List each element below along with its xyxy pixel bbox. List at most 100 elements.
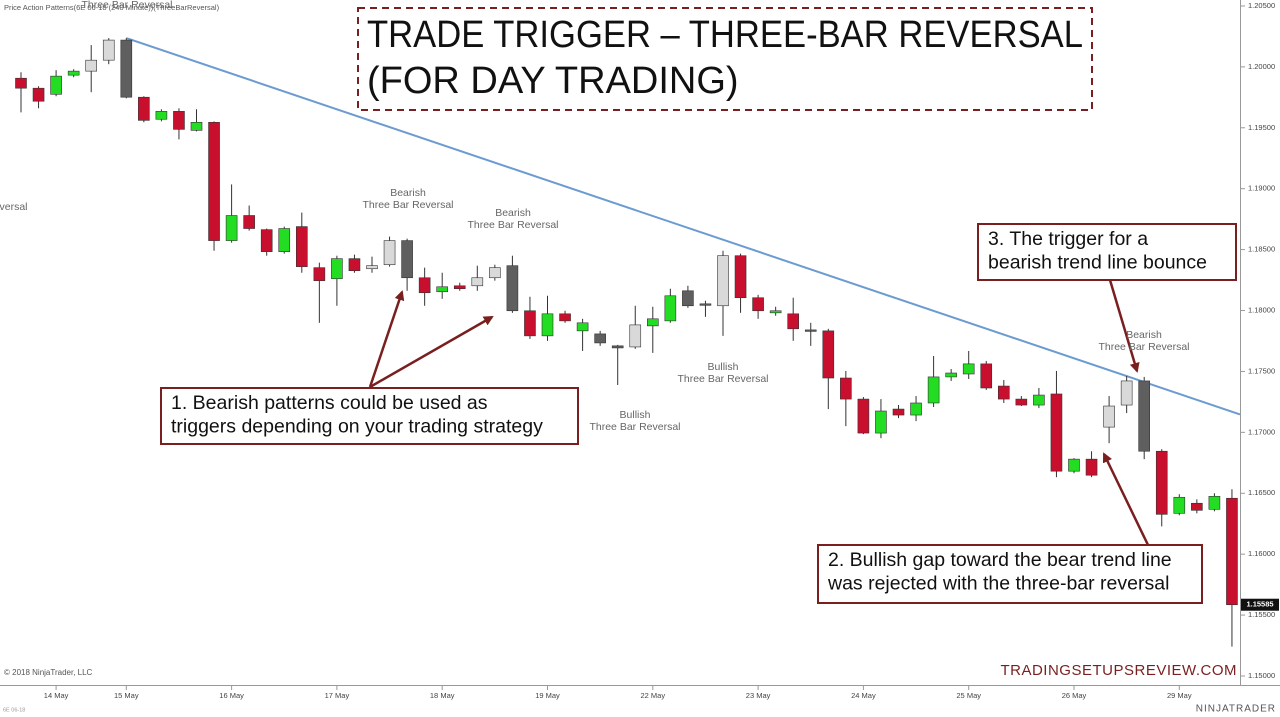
candle — [822, 328, 835, 410]
candle — [489, 264, 501, 281]
candle-body — [682, 290, 694, 307]
annotation-text: 1. Bearish patterns could be used as — [171, 392, 488, 414]
candle — [1068, 458, 1080, 474]
candle-body — [927, 376, 940, 404]
x-tick-label: 17 May — [325, 691, 350, 700]
candle-body — [1050, 393, 1063, 472]
candle-body — [559, 313, 571, 322]
pattern-label: Bullish — [708, 361, 739, 373]
pattern-label: Three Bar Reversal — [677, 373, 768, 385]
candle-body — [85, 59, 97, 72]
candle — [857, 397, 870, 435]
candle — [1085, 451, 1098, 478]
candle-body — [840, 377, 852, 400]
candle — [436, 272, 449, 299]
candle — [576, 318, 589, 351]
candle — [524, 296, 536, 339]
x-tick-label: 26 May — [1062, 691, 1087, 700]
candle — [208, 121, 220, 251]
candle-body — [331, 258, 343, 280]
candle-body — [260, 229, 273, 252]
candle-body — [401, 240, 413, 279]
annotation-text: bearish trend line bounce — [988, 252, 1207, 274]
y-tick-label: 1.20500 — [1248, 1, 1275, 10]
last-price-marker — [1241, 598, 1279, 611]
candle — [927, 355, 940, 408]
candle — [699, 300, 712, 317]
candle-body — [524, 310, 536, 337]
candle — [1015, 396, 1028, 407]
candle-body — [997, 385, 1010, 400]
candle — [313, 262, 326, 323]
candle — [15, 72, 27, 113]
candle-body — [1173, 496, 1186, 514]
chart-header: Price Action Patterns(6E 06-18 (240 Minu… — [4, 3, 220, 12]
annotation-box — [817, 544, 1203, 604]
candle — [506, 255, 519, 313]
candle-body — [629, 324, 642, 348]
candle-body — [1155, 450, 1168, 515]
candle-body — [436, 286, 449, 293]
candle — [331, 255, 343, 306]
candle-body — [383, 240, 396, 266]
candle — [875, 399, 887, 439]
source: TRADINGSETUPSREVIEW.COM — [1000, 662, 1237, 679]
candle-body — [1085, 458, 1098, 476]
candle-body — [1208, 495, 1221, 510]
candle-body — [1138, 380, 1150, 452]
candle-body — [945, 372, 957, 378]
candle-body — [787, 313, 800, 330]
candle-body — [50, 75, 62, 95]
candle-body — [857, 398, 870, 434]
trend-line — [125, 37, 1145, 383]
arrow — [1108, 279, 1140, 373]
x-tick-label: 19 May — [535, 691, 560, 700]
candle — [471, 265, 484, 291]
title-box — [357, 7, 1093, 111]
x-tick-label: 25 May — [956, 691, 981, 700]
candle-body — [32, 87, 45, 102]
trend-line-extension — [1143, 381, 1241, 416]
candle — [611, 344, 624, 385]
candle — [401, 238, 413, 291]
x-tick-label: 18 May — [430, 691, 455, 700]
candle — [541, 295, 554, 341]
candle — [85, 45, 97, 93]
candle-body — [646, 318, 659, 327]
candle-body — [278, 228, 291, 252]
candle — [418, 267, 431, 306]
candle — [1050, 370, 1063, 478]
candle — [1208, 493, 1221, 512]
candle-body — [664, 295, 677, 322]
candle — [383, 236, 396, 267]
candle — [1138, 376, 1150, 460]
candle — [32, 86, 45, 109]
pattern-label: Bullish — [620, 409, 651, 421]
candle — [173, 108, 185, 140]
y-tick-label: 1.16500 — [1248, 488, 1275, 497]
candle-body — [804, 329, 817, 332]
arrow — [369, 315, 494, 389]
candle-body — [120, 39, 133, 98]
instrument: 6E 06-18 — [3, 707, 25, 713]
y-tick-label: 1.17000 — [1248, 427, 1275, 436]
candle — [769, 306, 782, 316]
candle — [225, 184, 238, 243]
y-tick-label: 1.18000 — [1248, 306, 1275, 315]
candle-body — [752, 297, 764, 312]
y-tick-label: 1.19000 — [1248, 184, 1275, 193]
candle — [682, 285, 694, 308]
candle-body — [717, 255, 729, 307]
candle — [787, 297, 800, 341]
annotation-text: was rejected with the three-bar reversal — [827, 573, 1169, 595]
candle-body — [243, 215, 255, 229]
annotation-text: triggers depending on your trading strat… — [171, 416, 543, 438]
candle — [366, 256, 378, 273]
y-tick-label: 1.15000 — [1248, 671, 1275, 680]
logo: NINJATRADER — [1196, 704, 1276, 715]
x-tick-label: 23 May — [746, 691, 771, 700]
candle — [155, 109, 168, 122]
candle — [348, 254, 361, 273]
arrow — [1102, 452, 1150, 546]
